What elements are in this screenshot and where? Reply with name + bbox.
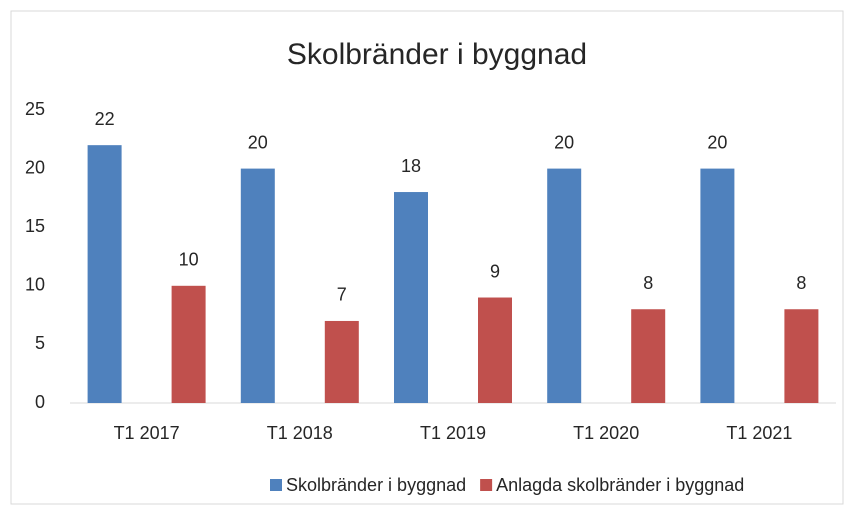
legend-swatch (480, 479, 493, 491)
bar (547, 168, 582, 403)
y-tick-label: 5 (35, 333, 45, 353)
bar (700, 168, 735, 403)
bar (784, 309, 819, 403)
bar (478, 297, 512, 403)
y-tick-label: 20 (25, 157, 45, 177)
bar (87, 145, 122, 403)
data-label: 20 (248, 132, 268, 152)
bar (240, 168, 275, 403)
legend-swatch (270, 479, 282, 491)
chart-title: Skolbränder i byggnad (287, 38, 587, 71)
bar (324, 320, 359, 403)
data-label: 8 (796, 273, 806, 293)
bar (394, 192, 428, 403)
x-tick-label: T1 2018 (267, 423, 333, 443)
legend-label: Anlagda skolbränder i byggnad (496, 475, 744, 495)
y-tick-label: 25 (25, 99, 45, 119)
data-label: 8 (643, 273, 653, 293)
bar (631, 309, 666, 403)
data-label: 18 (401, 156, 421, 176)
x-tick-label: T1 2017 (114, 423, 180, 443)
data-label: 10 (179, 250, 199, 270)
y-tick-label: 15 (25, 216, 45, 236)
x-tick-label: T1 2019 (420, 423, 486, 443)
data-label: 20 (554, 132, 574, 152)
data-label: 22 (95, 109, 115, 129)
y-tick-label: 0 (35, 392, 45, 412)
x-tick-label: T1 2021 (726, 423, 792, 443)
bar (171, 285, 206, 403)
y-tick-label: 10 (25, 275, 45, 295)
data-label: 9 (490, 261, 500, 281)
data-label: 20 (707, 132, 727, 152)
x-tick-label: T1 2020 (573, 423, 639, 443)
legend-label: Skolbränder i byggnad (286, 475, 466, 495)
data-label: 7 (337, 285, 347, 305)
